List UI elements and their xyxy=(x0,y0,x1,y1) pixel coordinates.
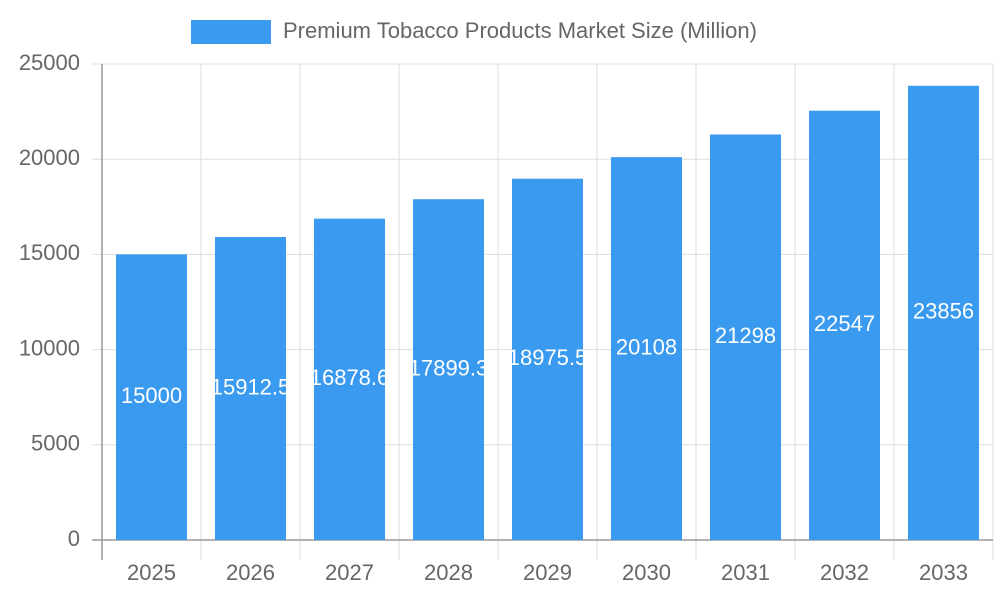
bar xyxy=(413,199,484,540)
data-label: 15912.5 xyxy=(211,374,291,399)
x-tick-label: 2028 xyxy=(424,560,473,585)
x-tick-label: 2030 xyxy=(622,560,671,585)
y-tick-label: 10000 xyxy=(19,335,80,360)
data-label: 18975.5 xyxy=(508,345,588,370)
legend-label: Premium Tobacco Products Market Size (Mi… xyxy=(283,18,757,43)
data-label: 17899.3 xyxy=(409,355,489,380)
data-label: 22547 xyxy=(814,311,875,336)
x-tick-label: 2026 xyxy=(226,560,275,585)
x-tick-label: 2033 xyxy=(919,560,968,585)
data-label: 23856 xyxy=(913,299,974,324)
bar xyxy=(710,134,781,540)
bar xyxy=(908,85,979,540)
x-tick-label: 2029 xyxy=(523,560,572,585)
bar xyxy=(611,157,682,540)
data-label: 15000 xyxy=(121,383,182,408)
y-tick-label: 5000 xyxy=(31,431,80,456)
x-tick-label: 2031 xyxy=(721,560,770,585)
data-label: 16878.6 xyxy=(310,365,390,390)
legend-swatch xyxy=(191,20,271,44)
bar xyxy=(512,178,583,540)
bar xyxy=(809,110,880,541)
x-tick-label: 2027 xyxy=(325,560,374,585)
data-label: 21298 xyxy=(715,323,776,348)
data-label: 20108 xyxy=(616,334,677,359)
y-tick-label: 25000 xyxy=(19,50,80,75)
bar xyxy=(116,254,187,540)
y-tick-label: 15000 xyxy=(19,240,80,265)
x-tick-label: 2025 xyxy=(127,560,176,585)
x-tick-label: 2032 xyxy=(820,560,869,585)
y-tick-label: 20000 xyxy=(19,145,80,170)
y-tick-label: 0 xyxy=(68,526,80,551)
bar xyxy=(314,218,385,540)
bar xyxy=(215,237,286,540)
